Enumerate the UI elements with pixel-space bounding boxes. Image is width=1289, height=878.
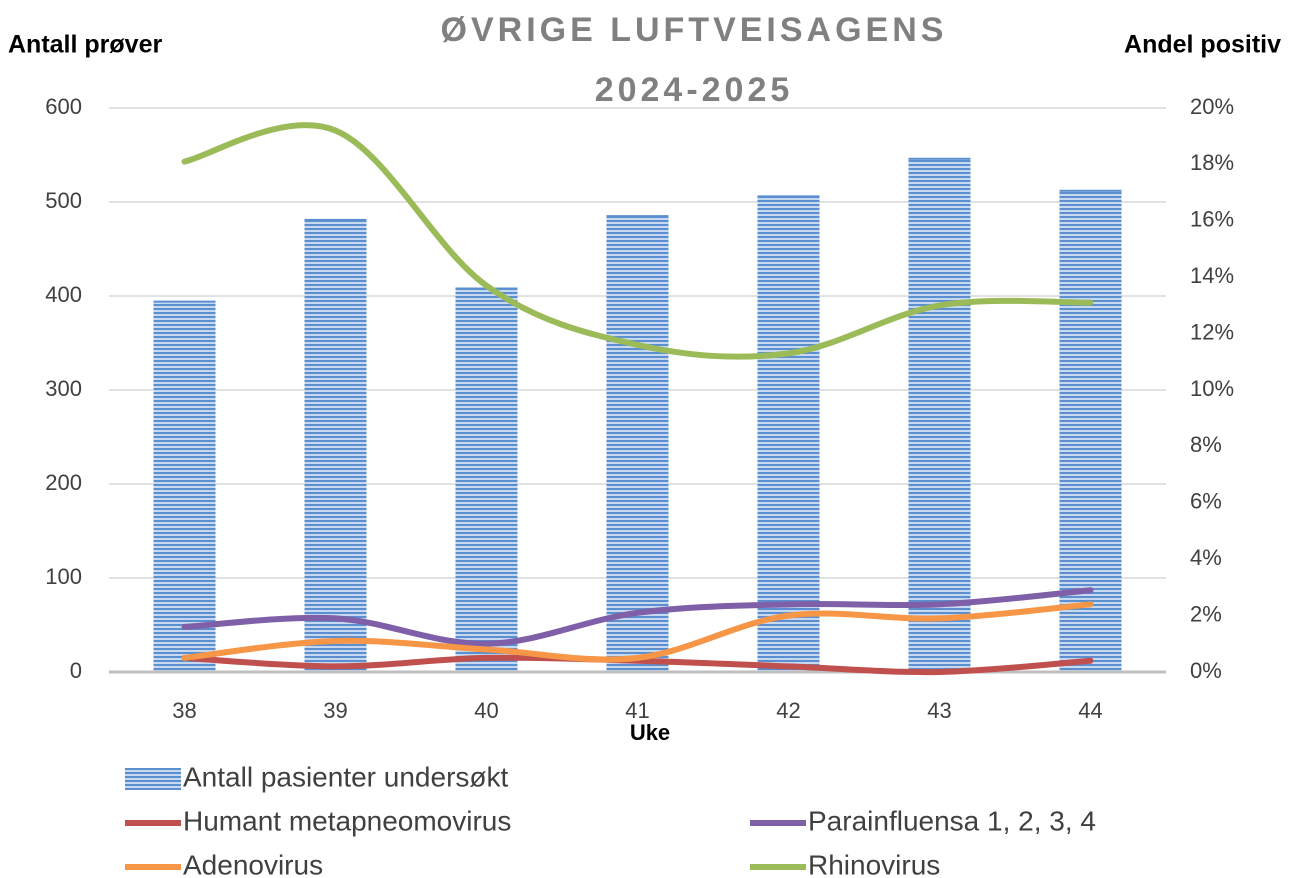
bar [153, 301, 216, 672]
y-tick-label: 600 [45, 94, 82, 119]
x-tick-label: 40 [474, 698, 498, 723]
y2-tick-label: 4% [1190, 545, 1222, 570]
chart-title: ØVRIGE LUFTVEISAGENS [441, 11, 948, 49]
y-tick-label: 500 [45, 188, 82, 213]
y2-tick-label: 20% [1190, 94, 1234, 119]
y2-tick-label: 0% [1190, 658, 1222, 683]
y2-tick-label: 18% [1190, 150, 1234, 175]
y-tick-label: 400 [45, 282, 82, 307]
y2-tick-label: 6% [1190, 489, 1222, 514]
y-tick-label: 300 [45, 376, 82, 401]
x-tick-label: 43 [927, 698, 951, 723]
legend-label: Humant metapneomovirus [183, 805, 511, 836]
y-tick-label: 200 [45, 470, 82, 495]
legend-label: Antall pasienter undersøkt [183, 761, 509, 792]
y2-tick-label: 16% [1190, 207, 1234, 232]
legend-label: Adenovirus [183, 849, 323, 878]
y2-tick-label: 8% [1190, 432, 1222, 457]
y-axis-label: Antall prøver [8, 31, 162, 59]
chart-title: 2024-2025 [595, 71, 794, 109]
x-tick-label: 41 [625, 698, 649, 723]
y2-tick-label: 10% [1190, 376, 1234, 401]
x-axis-label: Uke [630, 720, 670, 745]
y2-tick-label: 2% [1190, 601, 1222, 626]
bar [757, 196, 820, 673]
x-tick-label: 44 [1078, 698, 1102, 723]
legend-swatch [125, 768, 181, 790]
x-tick-label: 38 [172, 698, 196, 723]
x-tick-label: 39 [323, 698, 347, 723]
line [181, 122, 1094, 360]
y2-tick-label: 14% [1190, 263, 1234, 288]
y2-tick-label: 12% [1190, 319, 1234, 344]
x-tick-label: 42 [776, 698, 800, 723]
line [181, 587, 1094, 647]
bar [455, 288, 518, 672]
y-tick-label: 100 [45, 564, 82, 589]
line [181, 601, 1094, 663]
bar [304, 219, 367, 673]
y-tick-label: 0 [70, 658, 82, 683]
bar [1059, 190, 1122, 672]
y2-axis-label: Andel positiv [1124, 31, 1281, 59]
bar [908, 158, 971, 672]
legend-label: Rhinovirus [808, 849, 940, 878]
legend-label: Parainfluensa 1, 2, 3, 4 [808, 805, 1096, 836]
bar [606, 216, 669, 672]
